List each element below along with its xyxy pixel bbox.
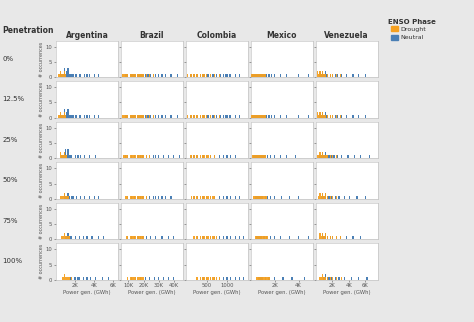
X-axis label: Power gen. (GWh): Power gen. (GWh) — [258, 290, 306, 295]
Polygon shape — [121, 277, 183, 280]
Polygon shape — [121, 155, 183, 158]
Legend: Drought, Neutral: Drought, Neutral — [391, 26, 426, 40]
Polygon shape — [121, 236, 183, 239]
Polygon shape — [56, 149, 118, 158]
Title: Argentina: Argentina — [65, 31, 109, 40]
Polygon shape — [316, 274, 378, 280]
Polygon shape — [121, 115, 183, 118]
Polygon shape — [121, 74, 183, 77]
Polygon shape — [56, 152, 118, 158]
Y-axis label: # occurrences: # occurrences — [39, 82, 45, 117]
Polygon shape — [186, 155, 248, 158]
Polygon shape — [316, 233, 378, 239]
Polygon shape — [316, 112, 378, 118]
X-axis label: Power gen. (GWh): Power gen. (GWh) — [323, 290, 371, 295]
Polygon shape — [121, 74, 183, 77]
X-axis label: Power gen. (GWh): Power gen. (GWh) — [193, 290, 241, 295]
Polygon shape — [251, 74, 313, 77]
Polygon shape — [56, 233, 118, 239]
Text: ENSO Phase: ENSO Phase — [388, 19, 436, 25]
Polygon shape — [121, 196, 183, 199]
Y-axis label: # occurrences: # occurrences — [39, 41, 45, 77]
Polygon shape — [251, 196, 313, 199]
Y-axis label: # occurrences: # occurrences — [39, 244, 45, 279]
Text: 25%: 25% — [2, 137, 18, 143]
Polygon shape — [316, 152, 378, 158]
Polygon shape — [56, 193, 118, 199]
Title: Venezuela: Venezuela — [324, 31, 369, 40]
X-axis label: Power gen. (GWh): Power gen. (GWh) — [63, 290, 111, 295]
Text: 100%: 100% — [2, 259, 22, 264]
Polygon shape — [121, 155, 183, 158]
Y-axis label: # occurrences: # occurrences — [39, 204, 45, 239]
Polygon shape — [186, 277, 248, 280]
Polygon shape — [186, 115, 248, 118]
Title: Mexico: Mexico — [266, 31, 297, 40]
Polygon shape — [251, 277, 313, 280]
Polygon shape — [56, 277, 118, 280]
Polygon shape — [121, 277, 183, 280]
Polygon shape — [56, 274, 118, 280]
Polygon shape — [316, 71, 378, 77]
Polygon shape — [251, 74, 313, 77]
Text: 12.5%: 12.5% — [2, 96, 25, 102]
Text: 50%: 50% — [2, 177, 18, 184]
Polygon shape — [186, 236, 248, 239]
Polygon shape — [251, 236, 313, 239]
Polygon shape — [316, 193, 378, 199]
Polygon shape — [56, 233, 118, 239]
Y-axis label: # occurrences: # occurrences — [39, 122, 45, 157]
Polygon shape — [251, 115, 313, 118]
Polygon shape — [316, 112, 378, 118]
Polygon shape — [251, 277, 313, 280]
Polygon shape — [316, 193, 378, 199]
Polygon shape — [186, 74, 248, 77]
Polygon shape — [251, 155, 313, 158]
Polygon shape — [186, 196, 248, 199]
Polygon shape — [121, 236, 183, 239]
Polygon shape — [121, 196, 183, 199]
Polygon shape — [56, 68, 118, 77]
Polygon shape — [251, 155, 313, 158]
Polygon shape — [121, 115, 183, 118]
Polygon shape — [316, 152, 378, 158]
Polygon shape — [251, 115, 313, 118]
Text: 75%: 75% — [2, 218, 18, 224]
Polygon shape — [186, 155, 248, 158]
Polygon shape — [56, 112, 118, 118]
Polygon shape — [251, 196, 313, 199]
Text: 0%: 0% — [2, 56, 13, 62]
Polygon shape — [251, 236, 313, 239]
Polygon shape — [56, 71, 118, 77]
Title: Brazil: Brazil — [140, 31, 164, 40]
Polygon shape — [316, 233, 378, 239]
Polygon shape — [56, 109, 118, 118]
Polygon shape — [186, 115, 248, 118]
Polygon shape — [186, 196, 248, 199]
Polygon shape — [186, 74, 248, 77]
Title: Colombia: Colombia — [197, 31, 237, 40]
X-axis label: Power gen. (GWh): Power gen. (GWh) — [128, 290, 176, 295]
Polygon shape — [316, 71, 378, 77]
Polygon shape — [316, 274, 378, 280]
Polygon shape — [186, 236, 248, 239]
Text: Penetration: Penetration — [2, 26, 54, 35]
Y-axis label: # occurrences: # occurrences — [39, 163, 45, 198]
Polygon shape — [56, 193, 118, 199]
Polygon shape — [186, 277, 248, 280]
